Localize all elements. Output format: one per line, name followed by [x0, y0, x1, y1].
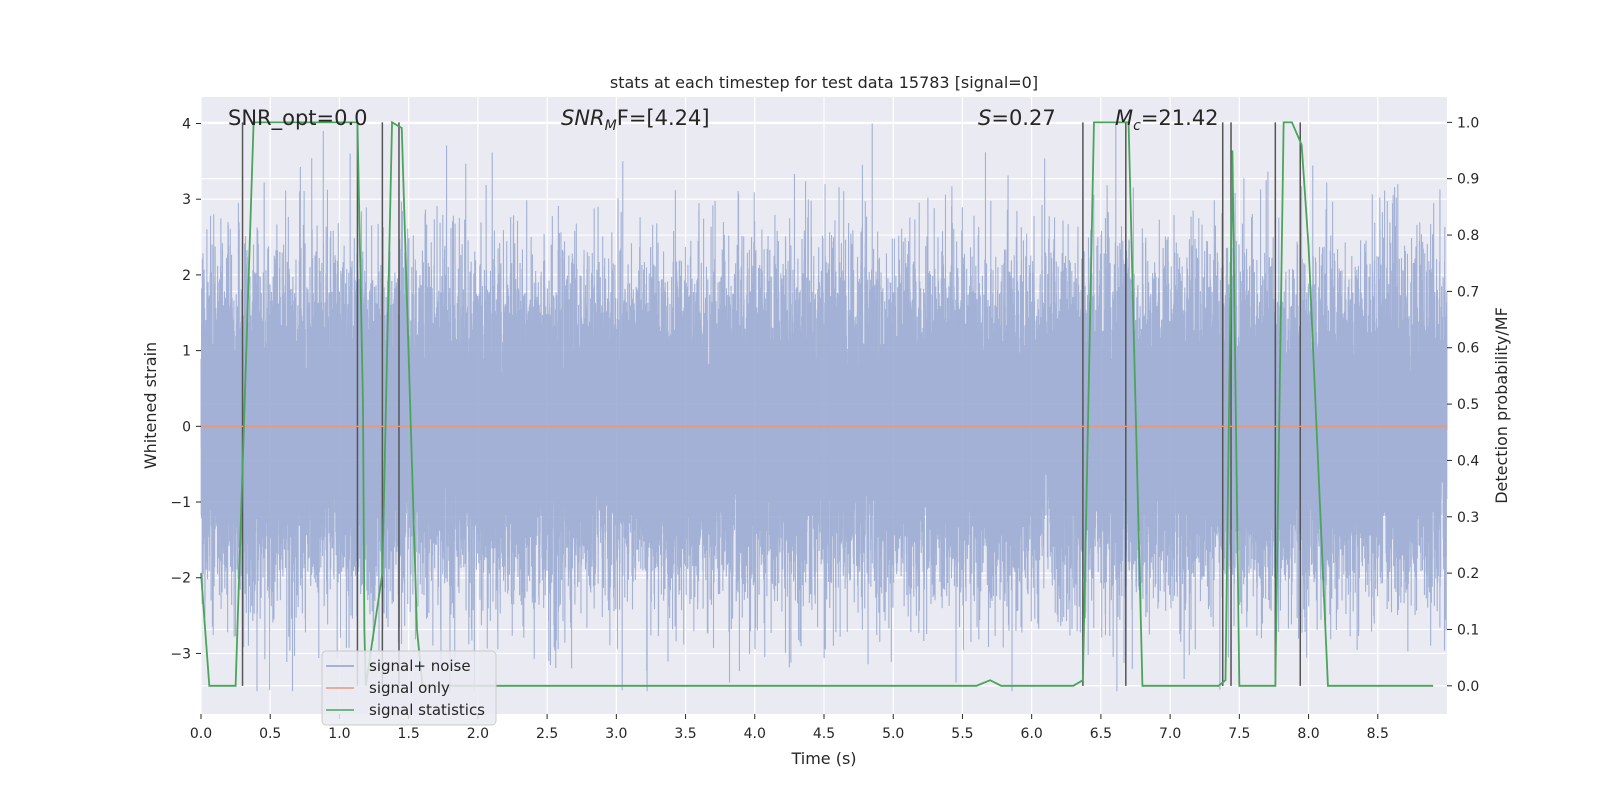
x-tick-label: 4.5 — [813, 726, 835, 742]
x-tick-label: 6.0 — [1021, 726, 1043, 742]
annotation-mc: Mc=21.42 — [1115, 106, 1219, 134]
y-right-tick-label: 0.1 — [1457, 622, 1479, 638]
x-tick-label: 8.0 — [1297, 726, 1319, 742]
y-tick-label: −1 — [170, 495, 191, 511]
y-right-tick-label: 0.3 — [1457, 510, 1479, 526]
y-right-tick-label: 1.0 — [1457, 115, 1479, 131]
y-right-tick-label: 0.9 — [1457, 172, 1479, 188]
y-tick-label: 0 — [182, 419, 191, 435]
x-tick-label: 3.0 — [605, 726, 627, 742]
x-tick-label: 0.5 — [259, 726, 281, 742]
y-right-tick-label: 0.6 — [1457, 341, 1479, 357]
x-tick-label: 8.5 — [1367, 726, 1389, 742]
series-lines — [200, 120, 1447, 687]
x-tick-label: 5.5 — [951, 726, 973, 742]
x-axis-label: Time (s) — [790, 749, 856, 768]
series-line-signal-noise — [200, 123, 1448, 692]
annotation-snr-mf: SNRMF=[4.24] — [561, 106, 710, 134]
x-tick-label: 2.5 — [536, 726, 558, 742]
axes: 0.0 0.5 1.0 1.5 2.0 2.5 3.0 3.5 4.0 4.5 5.0 5.5 6.0 6… — [170, 115, 1479, 742]
y-axis-label: Whitened strain — [141, 342, 160, 469]
plot-area — [200, 97, 1448, 714]
detection-markers — [241, 122, 1301, 686]
annotation-snr-opt: SNR_opt=0.0 — [228, 106, 368, 131]
legend-label: signal statistics — [369, 701, 485, 719]
x-tick-label: 4.0 — [744, 726, 766, 742]
y-tick-label: 2 — [182, 268, 191, 284]
y-tick-label: 1 — [182, 344, 191, 360]
x-tick-label: 7.5 — [1228, 726, 1250, 742]
y-right-tick-label: 0.7 — [1457, 284, 1479, 300]
x-tick-label: 3.5 — [674, 726, 696, 742]
chart-title: stats at each timestep for test data 157… — [610, 73, 1038, 92]
x-tick-label: 2.0 — [467, 726, 489, 742]
y-right-tick-label: 0.8 — [1457, 228, 1479, 244]
y-right-axis-label: Detection probability/MF — [1492, 307, 1511, 504]
x-tick-label: 1.5 — [398, 726, 420, 742]
legend-label: signal+ noise — [369, 657, 471, 675]
y-right-tick-label: 0.0 — [1457, 679, 1479, 695]
annotation-s-stat: S=0.27 — [978, 106, 1056, 130]
annotations: SNR_opt=0.0 SNRMF=[4.24] S=0.27 Mc=21.42 — [228, 106, 1219, 134]
x-tick-label: 1.0 — [328, 726, 350, 742]
x-tick-label: 6.5 — [1090, 726, 1112, 742]
legend-label: signal only — [369, 679, 450, 697]
x-tick-label: 5.0 — [882, 726, 904, 742]
y-right-tick-label: 0.5 — [1457, 397, 1479, 413]
y-tick-label: −2 — [170, 571, 191, 587]
y-right-tick-label: 0.4 — [1457, 453, 1479, 469]
x-tick-label: 0.0 — [190, 726, 212, 742]
y-tick-label: 4 — [182, 116, 191, 132]
noise-series — [200, 123, 1448, 692]
legend: signal+ noise signal only signal statistic… — [321, 650, 497, 726]
y-tick-label: 3 — [182, 192, 191, 208]
y-right-tick-label: 0.2 — [1457, 566, 1479, 582]
series-line-signal-statistics — [200, 120, 1434, 687]
y-tick-label: −3 — [170, 646, 191, 662]
legend-box — [321, 650, 497, 726]
x-tick-label: 7.0 — [1159, 726, 1181, 742]
